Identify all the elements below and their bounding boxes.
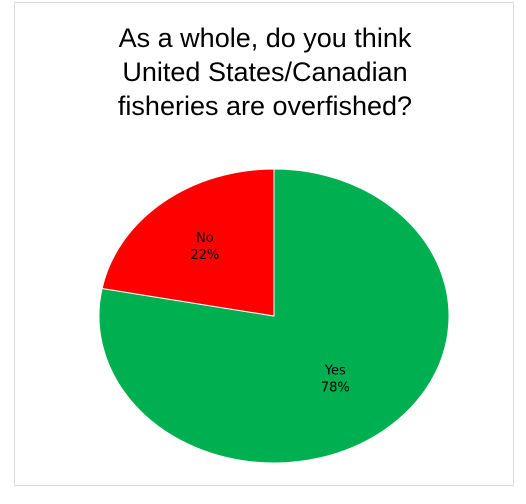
slice-value-no: 22% bbox=[190, 248, 219, 263]
slice-value-yes: 78% bbox=[321, 380, 350, 395]
chart-title-line-3: fisheries are overfished? bbox=[117, 91, 413, 121]
chart-title-line-2: United States/Canadian bbox=[122, 57, 408, 87]
chart-area: As a whole, do you think United States/C… bbox=[14, 2, 514, 486]
slice-label-no: No bbox=[196, 231, 214, 246]
chart-title-line-1: As a whole, do you think bbox=[118, 23, 412, 53]
slice-label-yes: Yes bbox=[324, 363, 346, 378]
pie-slice-no bbox=[101, 168, 275, 317]
chart-title: As a whole, do you think United States/C… bbox=[15, 21, 515, 123]
pie-chart: Yes 78% No 22% bbox=[98, 168, 450, 464]
